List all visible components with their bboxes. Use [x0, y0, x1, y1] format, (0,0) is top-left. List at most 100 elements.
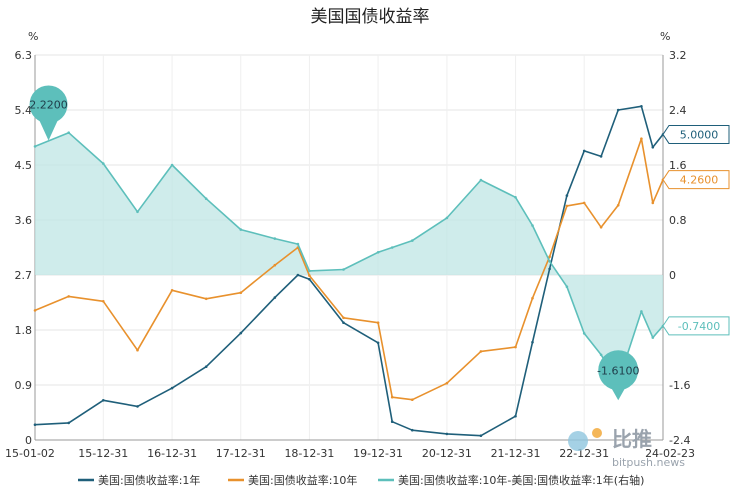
right-axis-unit: %	[660, 30, 670, 43]
series-0-point-6	[239, 331, 243, 335]
series-2-point-15	[479, 178, 483, 182]
x-tick-label-7: 21-12-31	[491, 447, 541, 460]
series-0-point-14	[445, 432, 449, 436]
end-label-text-3: 4.2600	[680, 174, 719, 187]
series-0-point-13	[411, 428, 414, 432]
series-0-point-4	[170, 386, 174, 390]
legend-label-0: 美国:国债收益率:1年	[98, 473, 200, 487]
annotations-layer: 2.2200 -1.6100 5.0000 4.2600 -0.7400	[29, 85, 730, 401]
series-2-point-12	[390, 246, 394, 249]
x-tick-label-4: 18-12-31	[284, 447, 334, 460]
series-0-point-12	[390, 420, 394, 424]
series-0-point-2	[102, 399, 105, 402]
left-tick-label-3: 2.7	[15, 269, 33, 282]
x-axis-ticks: 15-01-02 15-12-31 16-12-31 17-12-31 18-12-31…	[5, 447, 695, 460]
series-1-point-17	[531, 296, 534, 300]
watermark-brand: 比推	[612, 427, 652, 451]
right-tick-label-6: 2.4	[669, 104, 687, 117]
series-0-point-3	[136, 405, 139, 408]
end-label-box-2	[662, 124, 730, 144]
series-0-point-0	[33, 423, 37, 427]
series-2-point-8	[296, 242, 300, 246]
watermark-logo-icon	[568, 431, 588, 451]
series-0-point-19	[565, 194, 569, 197]
marker-bubble-1	[598, 350, 639, 391]
spread-fill-layer	[35, 132, 663, 383]
series-1-point-18	[548, 255, 551, 258]
right-tick-label-0: -2.4	[669, 434, 690, 447]
series-0-point-21	[599, 155, 603, 158]
series-line-0	[34, 105, 664, 437]
series-line-1	[34, 137, 664, 401]
series-2-point-23	[640, 310, 643, 313]
series-0-point-22	[616, 108, 620, 112]
watermark-site: bitpush.news	[612, 456, 685, 469]
series-2-point-1	[67, 131, 70, 134]
series-2-point-24	[651, 336, 655, 339]
series-1-point-12	[390, 395, 394, 399]
x-tick-label-1: 15-12-31	[78, 447, 128, 460]
x-tick-label-6: 20-12-31	[422, 447, 472, 460]
series-0-point-24	[651, 146, 655, 149]
x-tick-label-0: 15-01-02	[5, 447, 55, 460]
watermark-coin-icon	[592, 428, 602, 438]
right-tick-label-1: -1.6	[669, 379, 690, 392]
end-label-box-3	[662, 170, 730, 190]
series-1-point-24	[651, 201, 655, 205]
series-1-point-11	[376, 321, 380, 325]
left-tick-label-6: 5.4	[15, 104, 33, 117]
legend-label-1: 美国:国债收益率:10年	[248, 473, 357, 487]
x-tick-label-9: 24-02-23	[645, 447, 695, 460]
series-2-point-6	[239, 228, 243, 231]
series-0-point-10	[342, 321, 345, 325]
spread-area	[35, 132, 663, 383]
right-axis-ticks: -2.4-1.6-0.800.81.62.43.2	[669, 49, 690, 447]
series-0-point-20	[582, 149, 586, 153]
watermark: 比推 bitpush.news	[568, 427, 685, 469]
series-2-point-5	[204, 197, 208, 200]
left-axis-ticks: 0 0.9 1.8 2.7 3.6 4.5 5.4 6.3	[15, 49, 33, 447]
series-2-point-10	[342, 268, 345, 271]
left-tick-label-5: 4.5	[15, 159, 33, 172]
series-2-point-7	[273, 237, 277, 240]
x-tick-label-8: 22-12-31	[559, 447, 609, 460]
series-1-point-3	[136, 348, 139, 352]
right-tick-label-5: 1.6	[669, 159, 687, 172]
right-tick-label-7: 3.2	[669, 49, 687, 62]
left-tick-label-1: 0.9	[15, 379, 33, 392]
legend: 美国:国债收益率:1年 美国:国债收益率:10年 美国:国债收益率:10年-美国:国…	[78, 473, 644, 487]
series-0-point-8	[296, 273, 300, 277]
series-1-point-7	[273, 263, 277, 267]
marker-bubble-0	[29, 85, 68, 124]
series-1-point-9	[308, 274, 311, 277]
x-tick-label-3: 17-12-31	[216, 447, 266, 460]
series-1-point-6	[239, 291, 243, 295]
end-label-text-4: -0.7400	[678, 320, 720, 333]
series-0-point-23	[640, 105, 643, 108]
marker-label-0: 2.2200	[29, 98, 68, 111]
series-2-point-21	[599, 353, 603, 357]
series-2-point-17	[531, 224, 534, 227]
marker-tail-1	[609, 384, 628, 401]
series-2-point-19	[565, 285, 569, 289]
series-2-point-20	[582, 332, 586, 335]
left-tick-label-4: 3.6	[15, 214, 33, 227]
end-label-box-4	[662, 316, 730, 336]
series-0-point-18	[548, 267, 551, 271]
series-1-point-1	[67, 295, 70, 298]
series-1-point-21	[599, 226, 603, 229]
series-1-point-2	[102, 300, 105, 303]
series-2-point-3	[136, 210, 139, 214]
series-1-point-5	[204, 297, 208, 301]
series-0-point-15	[479, 434, 483, 438]
marker-label-1: -1.6100	[597, 364, 639, 377]
right-tick-label-3: 0	[669, 269, 676, 282]
end-label-text-2: 5.0000	[680, 128, 719, 141]
x-tick-label-5: 19-12-31	[353, 447, 403, 460]
series-2-point-16	[514, 196, 517, 199]
series-1-point-4	[170, 289, 174, 292]
left-tick-label-7: 6.3	[15, 49, 33, 62]
series-1-point-0	[33, 309, 37, 312]
series-0-point-17	[531, 340, 534, 344]
